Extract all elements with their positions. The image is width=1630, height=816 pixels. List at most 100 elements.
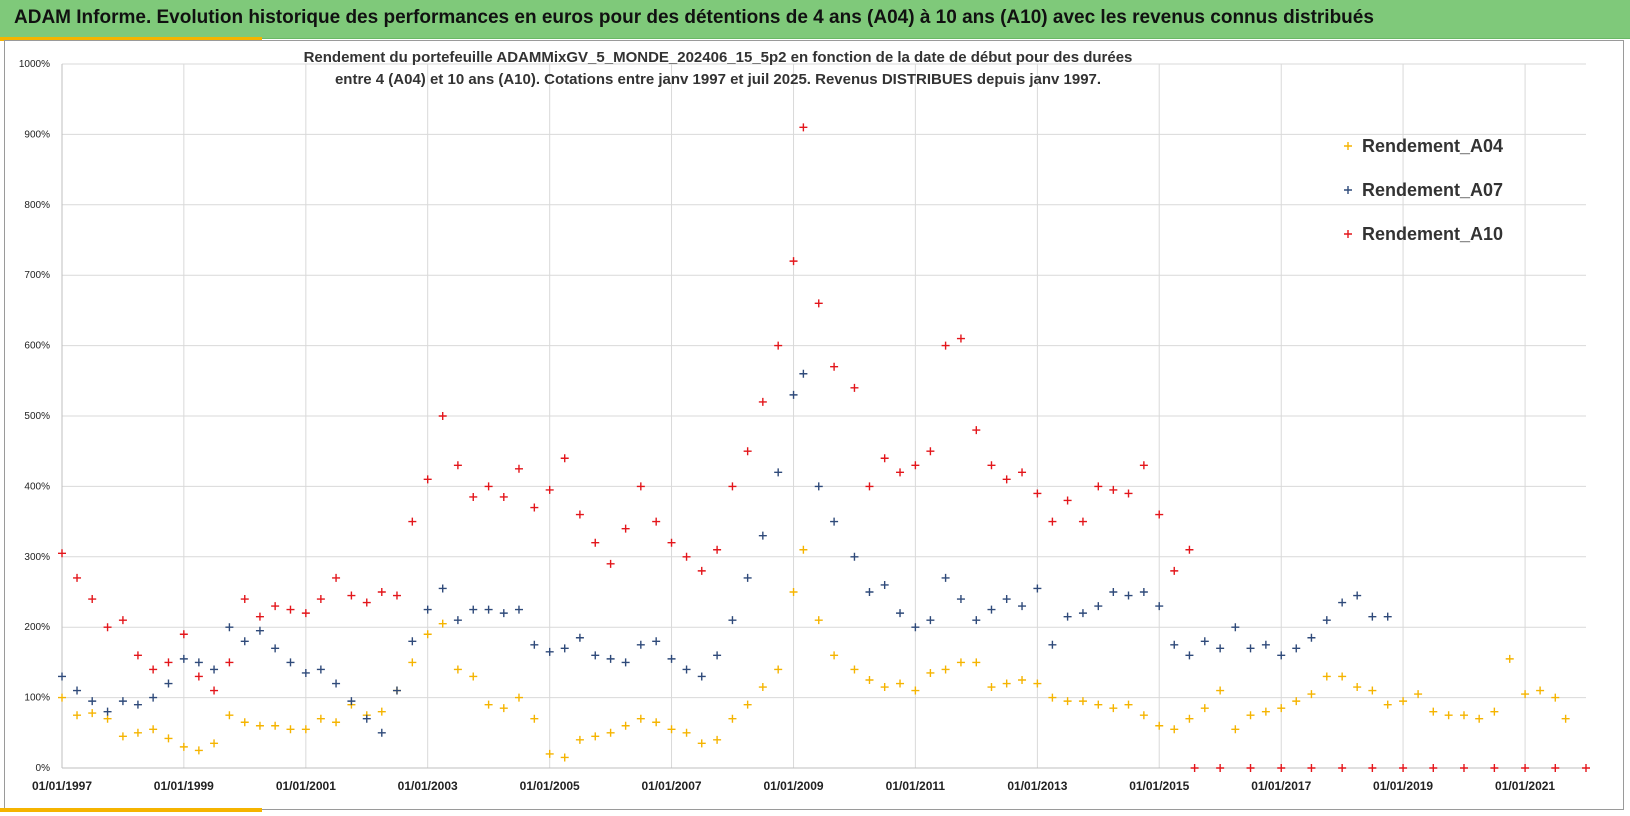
data-point-Rendement_A04 xyxy=(271,721,280,730)
x-tick-label: 01/01/1999 xyxy=(154,779,214,793)
data-point-Rendement_A04 xyxy=(1277,704,1286,713)
y-tick-label: 700% xyxy=(24,270,50,281)
data-point-Rendement_A10 xyxy=(652,517,661,526)
x-tick-label: 01/01/2007 xyxy=(642,779,702,793)
data-point-Rendement_A07 xyxy=(255,626,264,635)
data-point-Rendement_A10 xyxy=(1078,517,1087,526)
data-point-Rendement_A04 xyxy=(560,753,569,762)
data-point-Rendement_A04 xyxy=(1155,721,1164,730)
data-point-Rendement_A10 xyxy=(1139,461,1148,470)
data-point-Rendement_A07 xyxy=(1261,640,1270,649)
data-point-Rendement_A10 xyxy=(286,605,295,614)
data-point-Rendement_A10 xyxy=(438,412,447,420)
data-point-Rendement_A07 xyxy=(164,679,173,688)
data-point-Rendement_A10 xyxy=(1459,764,1468,772)
legend-marker-Rendement_A07 xyxy=(1344,186,1352,194)
legend-label-Rendement_A07: Rendement_A07 xyxy=(1362,180,1503,200)
data-point-Rendement_A07 xyxy=(911,623,920,632)
data-point-Rendement_A07 xyxy=(850,552,859,561)
accent-bar-top xyxy=(0,37,262,41)
data-point-Rendement_A10 xyxy=(1109,485,1118,494)
data-point-Rendement_A04 xyxy=(453,665,462,674)
data-point-Rendement_A04 xyxy=(1231,725,1240,734)
chart-title-line-1: Rendement du portefeuille ADAMMixGV_5_MO… xyxy=(304,49,1133,66)
data-point-Rendement_A04 xyxy=(1216,686,1225,695)
data-point-Rendement_A10 xyxy=(560,454,569,463)
data-point-Rendement_A04 xyxy=(926,668,935,677)
data-point-Rendement_A07 xyxy=(362,714,371,723)
data-point-Rendement_A10 xyxy=(347,591,356,600)
data-point-Rendement_A04 xyxy=(1521,690,1530,699)
data-point-Rendement_A07 xyxy=(149,693,158,702)
data-point-Rendement_A04 xyxy=(1536,686,1545,695)
data-point-Rendement_A10 xyxy=(728,482,737,491)
data-point-Rendement_A10 xyxy=(392,591,401,600)
data-point-Rendement_A07 xyxy=(1200,637,1209,646)
data-point-Rendement_A04 xyxy=(149,725,158,734)
data-point-Rendement_A07 xyxy=(1078,609,1087,618)
data-point-Rendement_A04 xyxy=(667,725,676,734)
data-point-Rendement_A04 xyxy=(133,728,142,737)
data-point-Rendement_A04 xyxy=(1002,679,1011,688)
data-point-Rendement_A10 xyxy=(73,573,82,582)
data-point-Rendement_A04 xyxy=(73,711,82,720)
data-point-Rendement_A04 xyxy=(1078,697,1087,706)
y-tick-label: 400% xyxy=(24,481,50,492)
x-tick-label: 01/01/2017 xyxy=(1251,779,1311,793)
data-point-Rendement_A04 xyxy=(774,665,783,674)
data-point-Rendement_A04 xyxy=(225,711,234,720)
data-point-Rendement_A10 xyxy=(58,549,66,558)
data-point-Rendement_A07 xyxy=(499,609,508,618)
data-point-Rendement_A07 xyxy=(865,588,874,596)
data-point-Rendement_A07 xyxy=(1246,644,1255,653)
data-point-Rendement_A07 xyxy=(194,658,203,667)
data-point-Rendement_A07 xyxy=(316,665,325,674)
data-point-Rendement_A04 xyxy=(1018,676,1027,684)
data-point-Rendement_A10 xyxy=(830,362,839,371)
data-point-Rendement_A10 xyxy=(743,447,752,456)
data-point-Rendement_A07 xyxy=(956,595,965,604)
data-point-Rendement_A10 xyxy=(514,464,523,473)
data-point-Rendement_A10 xyxy=(758,397,767,406)
data-point-Rendement_A04 xyxy=(1185,714,1194,723)
data-point-Rendement_A07 xyxy=(799,369,808,378)
data-points xyxy=(58,123,1590,772)
data-point-Rendement_A07 xyxy=(1033,584,1042,593)
x-axis: 01/01/1997 01/01/1999 01/01/2001 01/01/2003… xyxy=(32,779,1555,793)
data-point-Rendement_A10 xyxy=(164,658,173,667)
data-point-Rendement_A07 xyxy=(1307,633,1316,642)
data-point-Rendement_A07 xyxy=(408,637,417,646)
data-point-Rendement_A04 xyxy=(591,732,600,741)
data-point-Rendement_A07 xyxy=(789,390,798,399)
chart-frame xyxy=(4,40,1624,810)
data-point-Rendement_A07 xyxy=(1002,595,1011,604)
data-point-Rendement_A07 xyxy=(392,686,401,695)
data-point-Rendement_A04 xyxy=(1322,672,1331,681)
series-Rendement_A10 xyxy=(58,123,1590,772)
data-point-Rendement_A07 xyxy=(133,700,142,709)
data-point-Rendement_A10 xyxy=(362,598,371,607)
data-point-Rendement_A04 xyxy=(194,746,203,755)
data-point-Rendement_A07 xyxy=(896,609,905,618)
y-tick-label: 800% xyxy=(24,200,50,211)
data-point-Rendement_A07 xyxy=(225,623,234,632)
data-point-Rendement_A07 xyxy=(1185,651,1194,660)
data-point-Rendement_A10 xyxy=(1190,764,1199,772)
data-point-Rendement_A10 xyxy=(1551,764,1560,772)
data-point-Rendement_A10 xyxy=(1155,510,1164,519)
data-point-Rendement_A10 xyxy=(88,595,97,604)
data-point-Rendement_A04 xyxy=(1475,714,1484,723)
series-Rendement_A07 xyxy=(58,369,1392,737)
data-point-Rendement_A07 xyxy=(514,605,523,614)
data-point-Rendement_A04 xyxy=(316,714,325,723)
data-point-Rendement_A04 xyxy=(652,718,661,727)
data-point-Rendement_A07 xyxy=(1094,602,1103,611)
data-point-Rendement_A04 xyxy=(1261,707,1270,716)
data-point-Rendement_A04 xyxy=(1292,697,1301,706)
data-point-Rendement_A07 xyxy=(972,616,981,625)
data-point-Rendement_A04 xyxy=(758,683,767,692)
data-point-Rendement_A04 xyxy=(1505,654,1514,663)
data-point-Rendement_A07 xyxy=(1018,602,1027,611)
data-point-Rendement_A07 xyxy=(286,658,295,667)
data-point-Rendement_A04 xyxy=(1561,714,1570,723)
